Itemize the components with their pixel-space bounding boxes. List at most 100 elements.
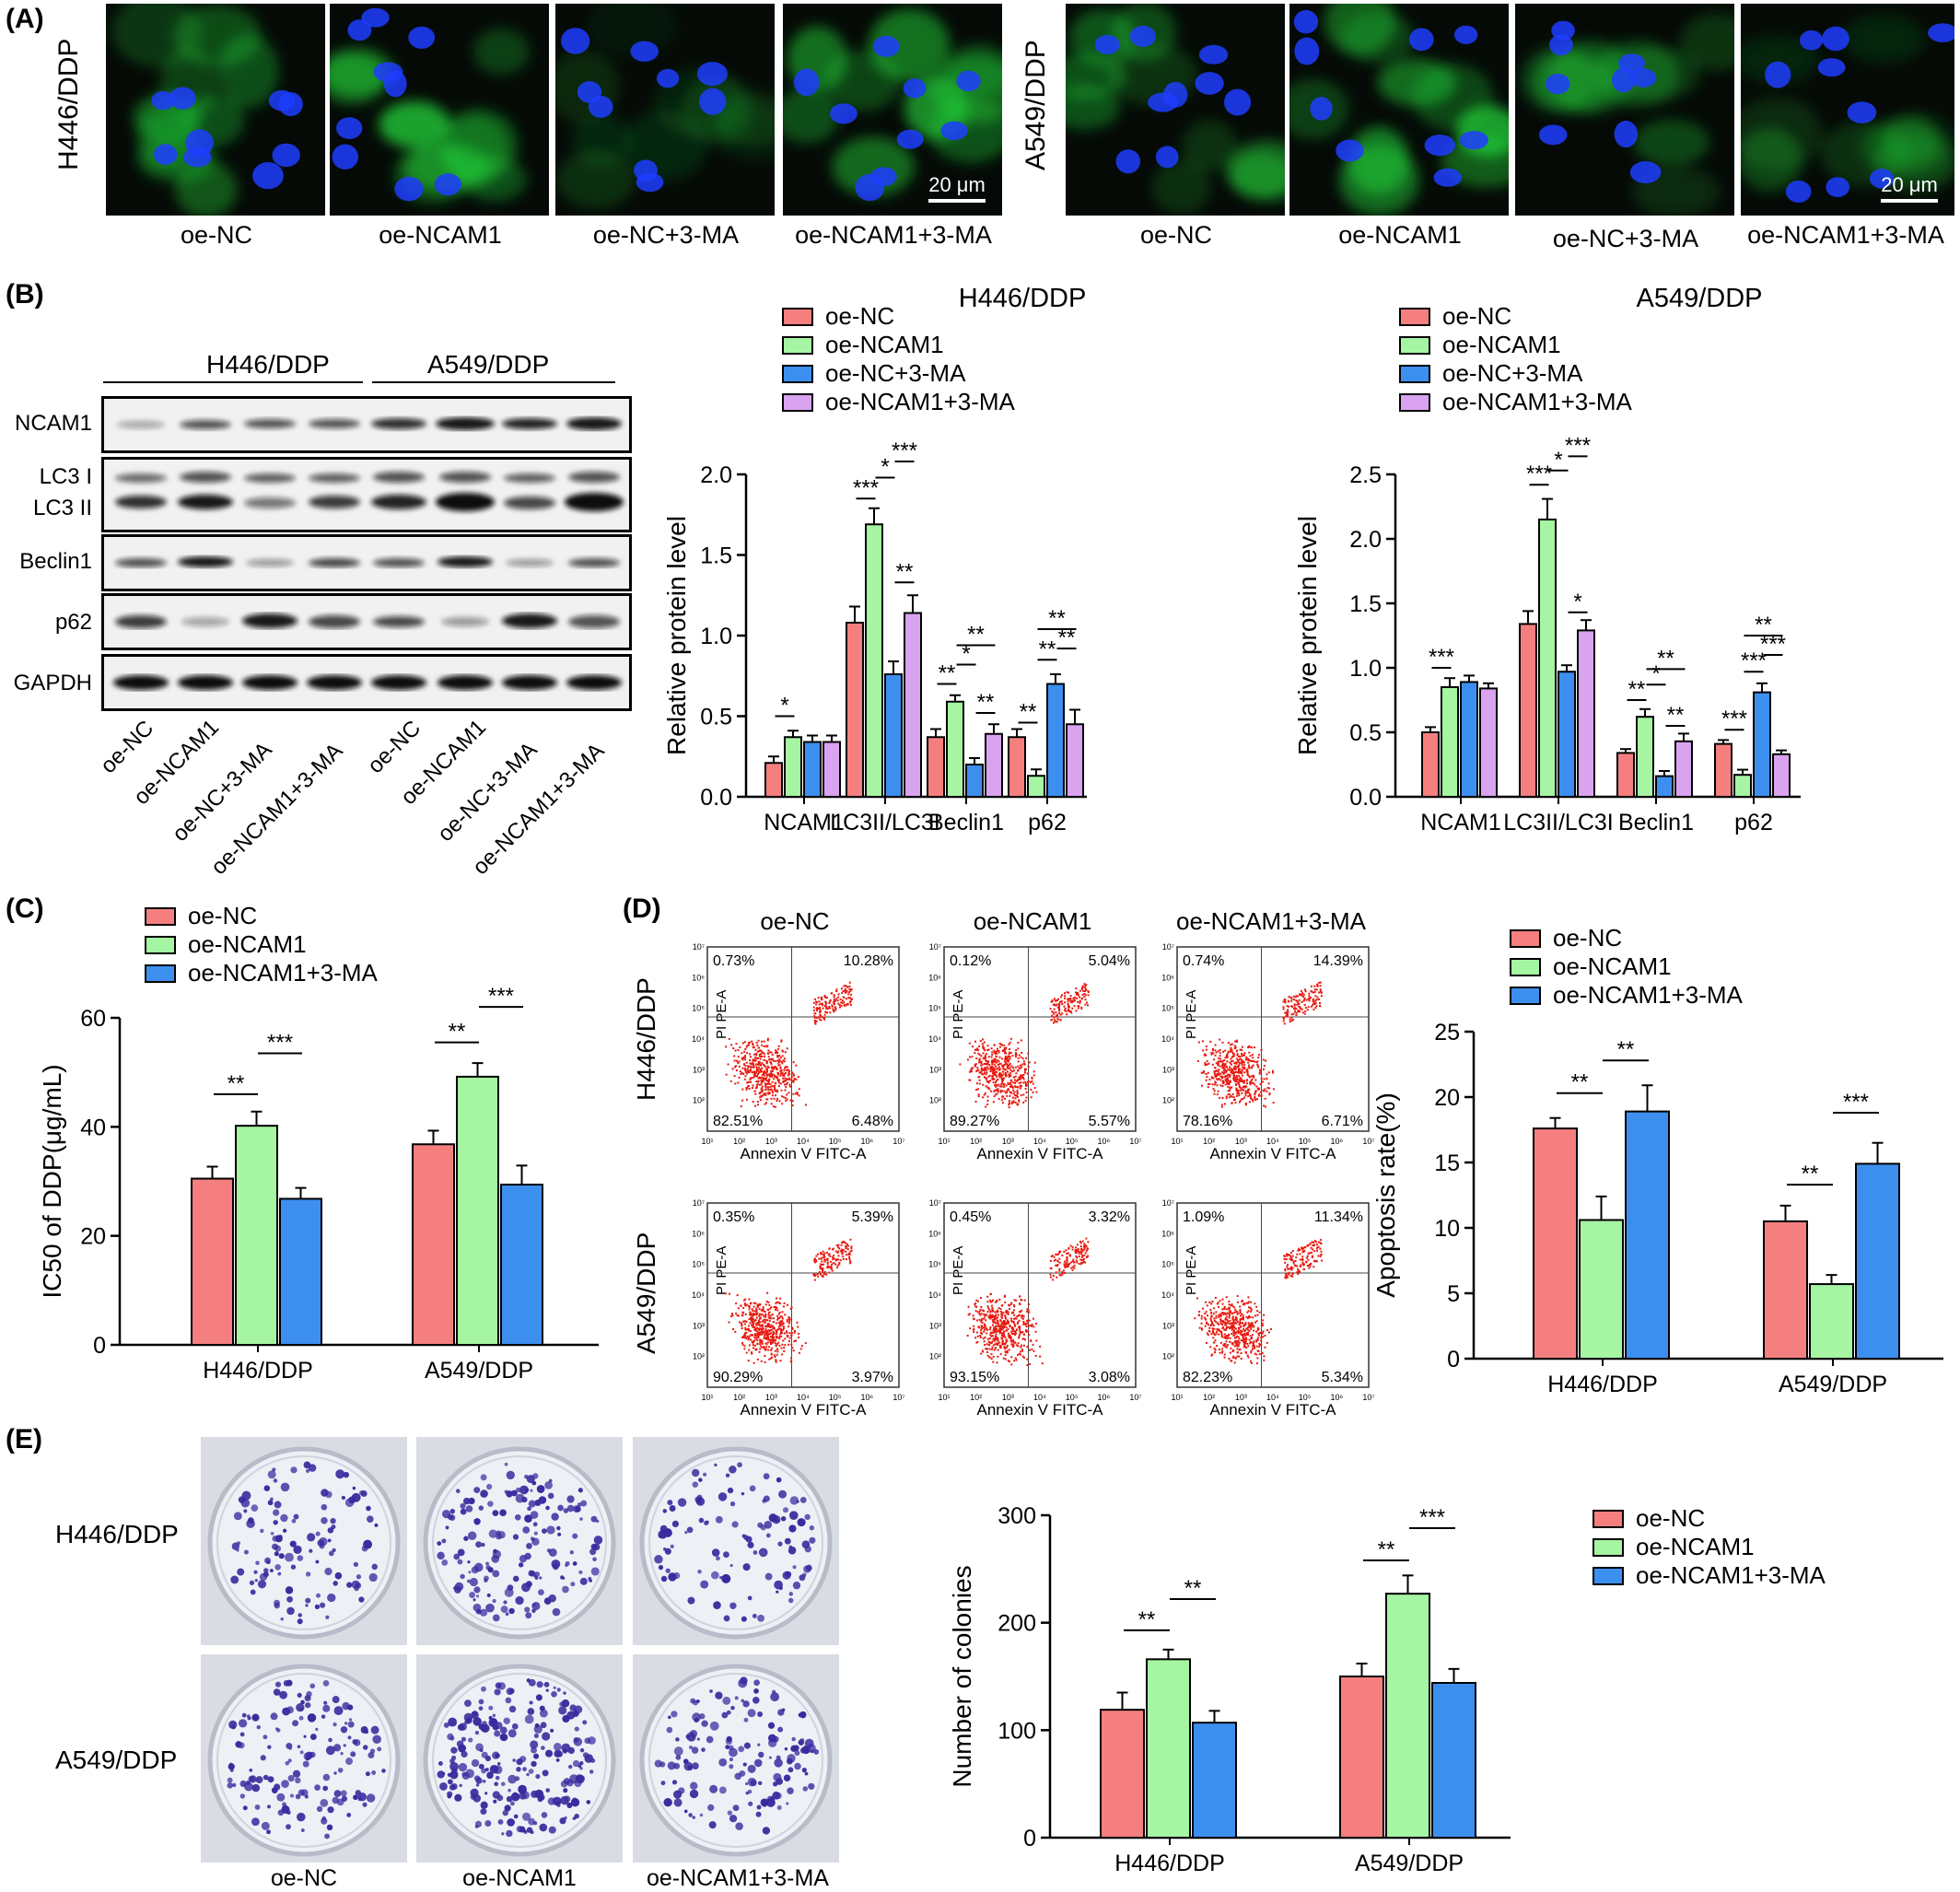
bar bbox=[1534, 1128, 1577, 1359]
facs-ytick: 10⁴ bbox=[692, 1291, 705, 1300]
legend-label: oe-NC bbox=[1636, 1504, 1705, 1532]
facs-quadrant-value: 0.74% bbox=[1183, 953, 1224, 969]
facs-quadrant-value: 3.32% bbox=[1089, 1209, 1130, 1225]
facs-ytick: 10⁵ bbox=[692, 1260, 705, 1269]
facs-frame bbox=[707, 1203, 899, 1387]
scale-bar-label: 20 μm bbox=[928, 173, 986, 197]
facs-ytick: 10³ bbox=[1162, 1065, 1174, 1074]
panel-a-caption-left-4: oe-NCAM1+3-MA bbox=[783, 221, 1004, 250]
colony-plate-image bbox=[633, 1437, 839, 1645]
facs-ytick: 10⁶ bbox=[1161, 973, 1174, 982]
facs-ylabel: PI PE-A bbox=[1184, 990, 1199, 1039]
bar bbox=[1047, 684, 1064, 798]
significance-label: *** bbox=[892, 438, 917, 463]
bar bbox=[966, 765, 983, 797]
significance-label: * bbox=[1573, 590, 1581, 614]
y-tick-label: 2.0 bbox=[700, 462, 732, 488]
legend-label: oe-NCAM1+3-MA bbox=[1442, 388, 1633, 415]
facs-quadrant-value: 90.29% bbox=[713, 1370, 763, 1385]
blot-lane-8: oe-NCAM1+3-MA bbox=[468, 739, 610, 881]
micrograph-image-7 bbox=[1515, 4, 1734, 216]
scale-bar-line bbox=[1881, 199, 1938, 203]
micrograph-image-6 bbox=[1289, 4, 1509, 216]
facs-quadrant-value: 5.04% bbox=[1089, 953, 1130, 969]
facs-quadrant-value: 78.16% bbox=[1183, 1114, 1232, 1129]
blot-lane-1: oe-NC bbox=[96, 716, 159, 779]
legend-swatch bbox=[1511, 959, 1540, 975]
significance-label: ** bbox=[1667, 703, 1685, 728]
y-tick-label: 300 bbox=[998, 1503, 1036, 1529]
facs-frame bbox=[707, 947, 899, 1131]
legend-label: oe-NC+3-MA bbox=[1442, 359, 1583, 387]
x-tick-label: A549/DDP bbox=[425, 1358, 533, 1384]
blot-label-lc3-i: LC3 I bbox=[0, 464, 92, 490]
blot-lc3 bbox=[101, 457, 632, 532]
facs-ytick: 10⁵ bbox=[928, 1004, 941, 1013]
panel-a-caption-right-2: oe-NCAM1 bbox=[1289, 221, 1511, 250]
y-tick-label: 0.0 bbox=[700, 785, 732, 811]
legend-swatch bbox=[783, 366, 812, 382]
y-tick-label: 0 bbox=[93, 1333, 106, 1359]
panel-label-e: (E) bbox=[6, 1424, 42, 1455]
facs-col-1: oe-NC bbox=[680, 907, 910, 936]
blot-label-gapdh: GAPDH bbox=[0, 671, 92, 696]
facs-ytick: 10³ bbox=[929, 1065, 941, 1074]
bar bbox=[1386, 1594, 1429, 1838]
legend-label: oe-NCAM1 bbox=[825, 331, 944, 358]
panel-label-b: (B) bbox=[6, 279, 44, 310]
micrograph-4: 20 μm bbox=[783, 4, 1002, 216]
facs-ytick: 10⁶ bbox=[1161, 1229, 1174, 1238]
significance-label: ** bbox=[1378, 1537, 1395, 1562]
facs-ylabel: PI PE-A bbox=[951, 990, 966, 1039]
significance-label: ** bbox=[449, 1020, 466, 1045]
y-tick-label: 1.5 bbox=[700, 543, 732, 569]
blot-group-right-line bbox=[372, 381, 615, 383]
legend-swatch bbox=[1511, 930, 1540, 947]
facs-col-2: oe-NCAM1 bbox=[917, 907, 1148, 936]
legend-swatch bbox=[1400, 366, 1429, 382]
bar bbox=[501, 1185, 542, 1345]
bar bbox=[1626, 1112, 1669, 1359]
bar bbox=[1558, 672, 1575, 797]
legend-label: oe-NC bbox=[1442, 302, 1511, 330]
blot-ncam1 bbox=[101, 396, 632, 453]
facs-xlabel: Annexin V FITC-A bbox=[1210, 1401, 1337, 1419]
facs-quadrant-value: 1.09% bbox=[1183, 1209, 1224, 1225]
panel-a-caption-left-2: oe-NCAM1 bbox=[330, 221, 551, 250]
panel-label-a: (A) bbox=[6, 4, 44, 35]
facs-ytick: 10⁷ bbox=[693, 1198, 705, 1208]
facs-ytick: 10⁶ bbox=[928, 973, 941, 982]
significance-label: ** bbox=[977, 690, 995, 715]
blot-lc3-bands bbox=[104, 460, 629, 530]
significance-label: ** bbox=[1058, 625, 1076, 650]
y-tick-label: 200 bbox=[998, 1611, 1036, 1637]
bar bbox=[1422, 732, 1439, 797]
significance-label: ** bbox=[1184, 1576, 1202, 1601]
facs-row-1: H446/DDP bbox=[632, 977, 661, 1101]
bar bbox=[1340, 1676, 1383, 1838]
x-tick-label: LC3II/LC3I bbox=[1503, 810, 1614, 835]
facs-quadrant-value: 0.35% bbox=[713, 1209, 754, 1225]
micrograph-7 bbox=[1515, 4, 1734, 216]
significance-label: ** bbox=[1571, 1070, 1589, 1095]
significance-label: * bbox=[881, 455, 889, 480]
bar bbox=[1580, 1220, 1623, 1359]
facs-quadrant-value: 0.73% bbox=[713, 953, 754, 969]
blot-lane-4: oe-NCAM1+3-MA bbox=[206, 739, 348, 881]
chart-d-apoptosis: oe-NCoe-NCAM1oe-NCAM1+3-MA0510152025Apop… bbox=[1372, 912, 1953, 1414]
facs-ytick: 10³ bbox=[929, 1321, 941, 1330]
significance-label: *** bbox=[1843, 1090, 1869, 1115]
bar bbox=[1441, 687, 1458, 797]
bar bbox=[1656, 777, 1673, 797]
significance-label: ** bbox=[1628, 677, 1646, 702]
micrograph-image-3 bbox=[555, 4, 775, 216]
y-axis-label: IC50 of DDP(μg/mL) bbox=[38, 1064, 66, 1298]
bar bbox=[280, 1198, 321, 1345]
bar bbox=[1637, 717, 1653, 797]
y-tick-label: 100 bbox=[998, 1718, 1036, 1744]
facs-xtick: 10¹ bbox=[938, 1393, 950, 1402]
y-tick-label: 15 bbox=[1434, 1150, 1460, 1176]
